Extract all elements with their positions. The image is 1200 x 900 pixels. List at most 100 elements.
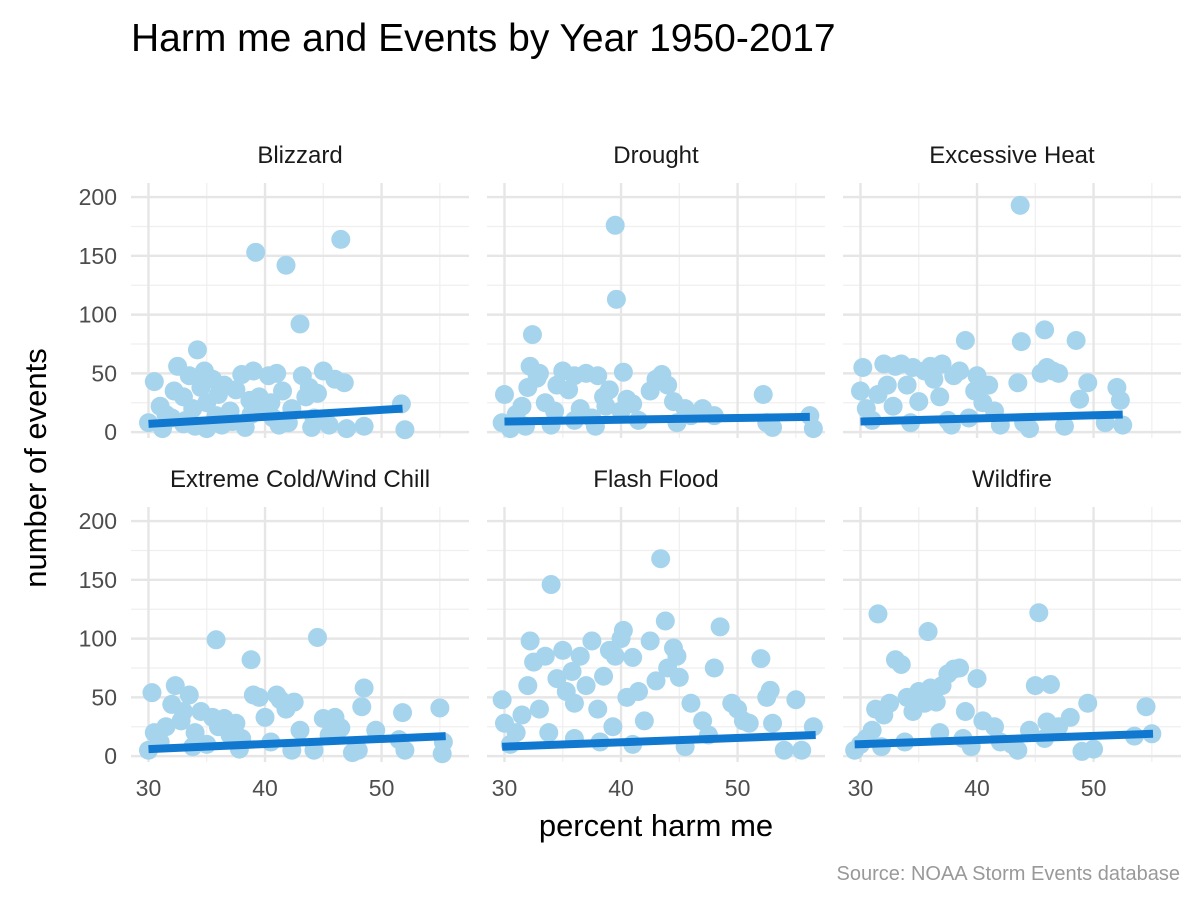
data-point [307, 627, 327, 647]
x-tick-label: 50 [1081, 775, 1107, 801]
panel-drought: Drought [487, 142, 825, 439]
x-tick-label: 30 [848, 775, 874, 801]
data-point [897, 375, 917, 395]
data-point [760, 680, 780, 700]
data-point [605, 646, 625, 666]
data-point [640, 631, 660, 651]
data-point [144, 372, 164, 392]
data-point [932, 354, 952, 374]
y-tick-label: 50 [91, 684, 117, 710]
data-point [880, 693, 900, 713]
data-point [792, 740, 812, 760]
panel-extreme-cold-wind-chill: Extreme Cold/Wind Chill 0 50 100 150 200 30 40 5… [79, 466, 469, 801]
trend-line [860, 410, 1123, 426]
data-point [710, 617, 730, 637]
data-point [955, 701, 975, 721]
data-point [803, 419, 823, 439]
data-point [651, 549, 671, 569]
data-point [623, 647, 643, 667]
data-point [613, 620, 633, 640]
data-point [763, 417, 783, 437]
data-point [1008, 740, 1028, 760]
x-tick-label: 40 [608, 775, 634, 801]
data-point [753, 385, 773, 405]
data-point [909, 392, 929, 412]
data-point [930, 387, 950, 407]
x-tick-label: 30 [136, 775, 162, 801]
y-axis-label: number of events [18, 348, 53, 588]
data-point [1060, 707, 1080, 727]
data-point [576, 676, 596, 696]
data-point [267, 363, 287, 383]
y-tick-label: 100 [79, 302, 117, 328]
data-point [290, 314, 310, 334]
trend-line [148, 404, 403, 428]
data-point [751, 649, 771, 669]
data-point [582, 631, 602, 651]
data-point [918, 622, 938, 642]
y-tick-label: 0 [104, 743, 117, 769]
data-point [1084, 739, 1104, 759]
data-point [985, 717, 1005, 737]
data-point [658, 375, 678, 395]
data-point [763, 713, 783, 733]
data-point [1035, 320, 1055, 340]
y-tick-label: 200 [79, 184, 117, 210]
data-point [605, 215, 625, 235]
data-point [967, 669, 987, 689]
data-point [520, 631, 540, 651]
data-point [241, 650, 261, 670]
data-point [1066, 330, 1086, 350]
data-point [276, 255, 296, 275]
panel-title: Extreme Cold/Wind Chill [170, 466, 430, 493]
data-point [348, 740, 368, 760]
y-tick-label: 0 [104, 419, 117, 445]
data-point [518, 676, 538, 696]
data-point [331, 229, 351, 249]
data-point [395, 420, 415, 440]
panel-flash-flood: Flash Flood 30 40 50 [487, 466, 825, 801]
data-point [243, 361, 263, 381]
data-point [926, 692, 946, 712]
data-point [354, 416, 374, 436]
data-point [226, 380, 246, 400]
data-point [1054, 416, 1074, 436]
data-point [1025, 676, 1045, 696]
data-point [290, 720, 310, 740]
data-point [512, 396, 532, 416]
y-tick-label: 100 [79, 626, 117, 652]
data-point [853, 357, 873, 377]
trend-line [854, 729, 1154, 749]
data-point [529, 363, 549, 383]
data-point [868, 604, 888, 624]
data-point [334, 373, 354, 393]
data-point [302, 417, 322, 437]
data-point [492, 690, 512, 710]
data-point [667, 646, 687, 666]
data-point [539, 723, 559, 743]
data-point [395, 740, 415, 760]
trend-line [504, 412, 810, 426]
data-point [319, 415, 339, 435]
data-point [1078, 693, 1098, 713]
data-point [669, 667, 689, 687]
panel-blizzard: Blizzard 0 50 100 150 200 [79, 142, 469, 445]
y-tick-label: 50 [91, 360, 117, 386]
panel-title: Flash Flood [593, 466, 718, 493]
data-point [786, 690, 806, 710]
data-point [704, 658, 724, 678]
data-point [1110, 390, 1130, 410]
data-point [206, 630, 226, 650]
data-point [606, 289, 626, 309]
x-tick-label: 40 [252, 775, 278, 801]
panel-title: Wildfire [972, 466, 1052, 493]
data-point [261, 393, 281, 413]
data-point [588, 699, 608, 719]
data-point [165, 676, 185, 696]
data-point [1019, 419, 1039, 439]
data-point [613, 362, 633, 382]
data-point [774, 740, 794, 760]
data-point [603, 717, 623, 737]
data-point [354, 678, 374, 698]
